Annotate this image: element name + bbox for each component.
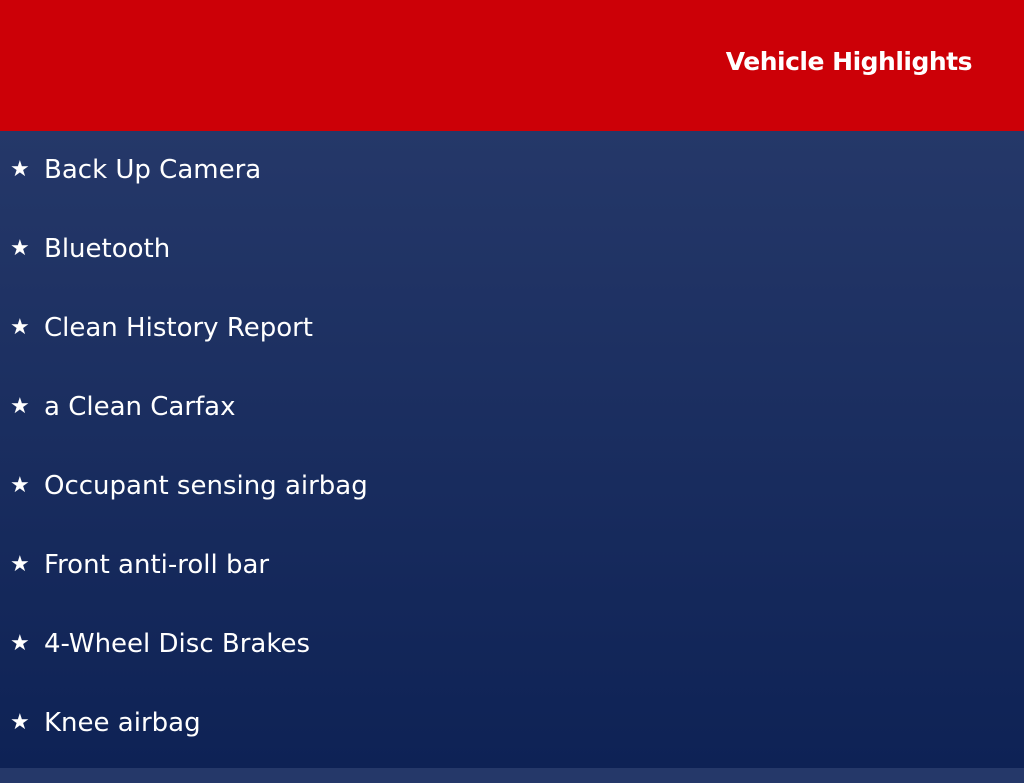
list-item: ★ Bluetooth	[10, 230, 368, 309]
list-item: ★ Clean History Report	[10, 309, 368, 388]
star-icon: ★	[10, 473, 30, 498]
star-icon: ★	[10, 157, 30, 182]
list-item: ★ Occupant sensing airbag	[10, 467, 368, 546]
highlight-label: Bluetooth	[44, 234, 171, 264]
highlights-list: ★ Back Up Camera ★ Bluetooth ★ Clean History …	[10, 151, 368, 783]
highlight-label: 4-Wheel Disc Brakes	[44, 629, 311, 659]
star-icon: ★	[10, 631, 30, 656]
list-item: ★ Back Up Camera	[10, 151, 368, 230]
highlight-label: Occupant sensing airbag	[44, 471, 368, 501]
highlight-label: Front anti-roll bar	[44, 550, 270, 580]
highlight-label: Knee airbag	[44, 708, 201, 738]
highlight-label: Clean History Report	[44, 313, 314, 343]
header-banner: Vehicle Highlights	[0, 0, 1024, 131]
list-item: ★ Knee airbag	[10, 704, 368, 783]
star-icon: ★	[10, 552, 30, 577]
star-icon: ★	[10, 236, 30, 261]
highlight-label: a Clean Carfax	[44, 392, 236, 422]
list-item: ★ 4-Wheel Disc Brakes	[10, 625, 368, 704]
list-item: ★ Front anti-roll bar	[10, 546, 368, 625]
list-item: ★ a Clean Carfax	[10, 388, 368, 467]
page-title: Vehicle Highlights	[725, 47, 973, 76]
star-icon: ★	[10, 394, 30, 419]
highlight-label: Back Up Camera	[44, 155, 262, 185]
star-icon: ★	[10, 710, 30, 735]
star-icon: ★	[10, 315, 30, 340]
